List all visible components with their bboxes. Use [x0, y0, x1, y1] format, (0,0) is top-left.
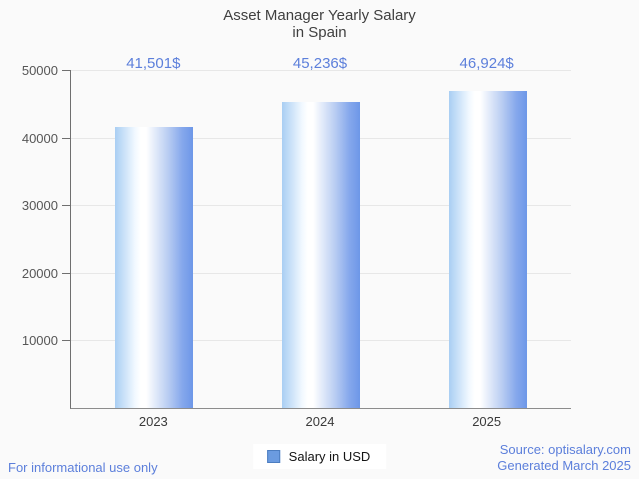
y-axis-tick-label: 50000: [21, 63, 58, 78]
bar-2024: [282, 102, 360, 408]
bar-value-label: 45,236$: [292, 55, 348, 72]
generated-line: Generated March 2025: [497, 458, 631, 473]
chart-title-line-2: in Spain: [292, 24, 347, 41]
y-axis-tick: [62, 272, 70, 274]
source-note: Source: optisalary.com Generated March 2…: [497, 442, 631, 474]
y-axis-tick-label: 30000: [21, 198, 58, 214]
legend-label: Salary in USD: [288, 449, 371, 464]
chart-title-line-1: Asset Manager Yearly Salary: [223, 7, 416, 24]
y-axis-tick: [62, 137, 70, 139]
plot-area: [70, 70, 571, 409]
x-axis-tick-label: 2023: [138, 414, 168, 429]
y-axis-tick-label: 20000: [21, 265, 58, 281]
gridline: [71, 70, 571, 71]
y-axis-tick: [62, 70, 70, 71]
chart-title: Asset Manager Yearly Salary in Spain: [0, 7, 639, 41]
legend-swatch-icon: [266, 450, 280, 463]
source-line: Source: optisalary.com: [499, 442, 631, 457]
y-axis-tick: [62, 340, 70, 342]
y-axis-tick-label: 40000: [21, 130, 58, 146]
bar-2023: [115, 127, 194, 408]
bar-value-label: 46,924$: [459, 55, 514, 72]
x-axis-tick-label: 2024: [305, 414, 335, 429]
y-axis-tick-label: 10000: [21, 333, 58, 349]
legend: Salary in USD: [252, 444, 387, 469]
bar-value-label: 41,501$: [126, 55, 181, 72]
disclaimer-text: For informational use only: [8, 460, 158, 475]
x-axis-tick-label: 2025: [472, 414, 502, 429]
bar-2025: [448, 90, 527, 408]
y-axis-tick: [62, 205, 70, 207]
